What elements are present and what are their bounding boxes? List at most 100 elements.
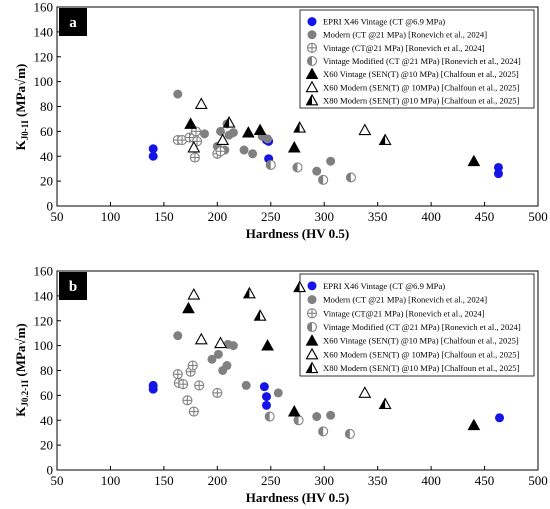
legend: EPRI X46 Vintage (CT @6.9 MPa) Modern (CT… [299, 9, 535, 109]
data-point [242, 286, 256, 299]
data-point [216, 126, 226, 136]
data-point [378, 133, 392, 146]
data-point [187, 360, 198, 371]
legend-box [299, 9, 535, 109]
data-point [215, 146, 226, 157]
y-tick-label: 80 [40, 99, 53, 114]
y-tick-label: 140 [34, 24, 54, 39]
data-point [194, 97, 208, 109]
y-tick-label: 40 [40, 149, 53, 164]
data-point [187, 287, 201, 300]
panel-tag-label: b [69, 279, 77, 295]
x-tick-label: 350 [368, 209, 388, 224]
data-point [207, 354, 217, 364]
legend-entry-label: X60 Modern (SEN(T) @ 10MPa) [Chalfoun et… [323, 349, 520, 359]
legend-marker [305, 67, 319, 80]
y-tick-label: 20 [40, 174, 53, 189]
data-point [239, 145, 249, 155]
data-point [222, 361, 232, 371]
legend-marker [305, 334, 319, 346]
x-tick-label: 450 [475, 209, 495, 224]
data-point [261, 339, 274, 351]
data-point [326, 410, 336, 420]
data-point [248, 149, 258, 159]
x-tick-label: 100 [101, 473, 121, 488]
data-point [148, 384, 158, 394]
data-point [493, 169, 503, 179]
data-point [148, 144, 158, 154]
data-point [312, 166, 322, 176]
x-tick-label: 500 [528, 473, 548, 488]
data-point [222, 116, 236, 128]
data-point [312, 412, 322, 422]
legend-marker [307, 295, 317, 305]
legend-entry-label: Modern (CT @21 MPa) [Ronevich et al., 20… [323, 30, 487, 40]
legend-entry-label: X80 Modern (SEN(T) @10 MPa) [Chalfoun et… [323, 363, 520, 373]
data-point [182, 395, 193, 406]
legend-entry-label: Vintage Modified (CT @21 MPa) [Ronevich … [323, 56, 521, 66]
data-point [178, 379, 189, 390]
legend-marker [305, 80, 319, 93]
data-point [378, 397, 392, 410]
x-tick-label: 300 [314, 473, 334, 488]
data-point [493, 162, 503, 172]
y-tick-label: 120 [34, 313, 54, 328]
data-point [213, 349, 223, 359]
data-point [345, 172, 356, 183]
y-tick-label: 60 [40, 388, 53, 403]
data-point [253, 309, 267, 321]
y-tick-label: 20 [40, 438, 53, 453]
data-point [182, 301, 195, 314]
y-axis-label: KJ0-1I (MPa√m) [13, 64, 30, 151]
legend-entry-label: Vintage (CT@21 MPa) [Ronevich et al., 20… [323, 308, 485, 318]
legend-marker [305, 347, 319, 360]
data-point [241, 380, 251, 390]
data-point [467, 154, 481, 167]
data-point [264, 411, 275, 422]
legend-marker [307, 17, 317, 27]
series-5 [187, 287, 372, 398]
data-point [287, 405, 301, 417]
data-point [358, 123, 372, 136]
data-point [358, 386, 372, 398]
data-point [326, 156, 336, 166]
legend-entry-label: Vintage (CT@21 MPa) [Ronevich et al., 20… [323, 43, 485, 53]
data-point [188, 406, 199, 417]
data-point [293, 280, 307, 293]
legend-marker [306, 55, 318, 67]
series-2 [172, 360, 223, 417]
data-point [172, 369, 183, 380]
y-tick-label: 160 [34, 0, 54, 15]
y-tick-label: 100 [34, 74, 54, 89]
legend-entry-label: EPRI X46 Vintage (CT @6.9 MPa) [323, 17, 445, 27]
data-point [194, 380, 205, 391]
data-point [216, 133, 230, 146]
x-tick-label: 250 [261, 209, 281, 224]
data-point [292, 162, 303, 173]
data-point [265, 159, 276, 171]
x-tick-label: 350 [368, 473, 388, 488]
x-tick-label: 250 [261, 473, 281, 488]
legend-entry-label: X60 Vintage (SEN(T) @10 MPa) [Chalfoun e… [323, 336, 519, 346]
data-point [495, 413, 505, 423]
data-point [287, 141, 301, 153]
legend-marker [307, 281, 317, 291]
data-point [184, 117, 197, 129]
legend: EPRI X46 Vintage (CT @6.9 MPa) Modern (CT… [299, 273, 535, 377]
data-point [253, 123, 267, 136]
series-0 [148, 380, 505, 423]
legend-marker [306, 42, 318, 53]
data-point [263, 134, 273, 144]
data-point [228, 341, 238, 351]
data-point [262, 400, 272, 410]
legend-entry-label: EPRI X46 Vintage (CT @6.9 MPa) [323, 281, 445, 291]
x-axis-label: Hardness (HV 0.5) [246, 226, 349, 241]
data-point [212, 387, 223, 398]
x-axis-label: Hardness (HV 0.5) [246, 490, 349, 505]
series-5 [187, 97, 372, 153]
series-6 [222, 116, 392, 146]
x-tick-label: 200 [208, 209, 228, 224]
x-tick-label: 150 [154, 473, 174, 488]
x-tick-label: 50 [51, 209, 64, 224]
